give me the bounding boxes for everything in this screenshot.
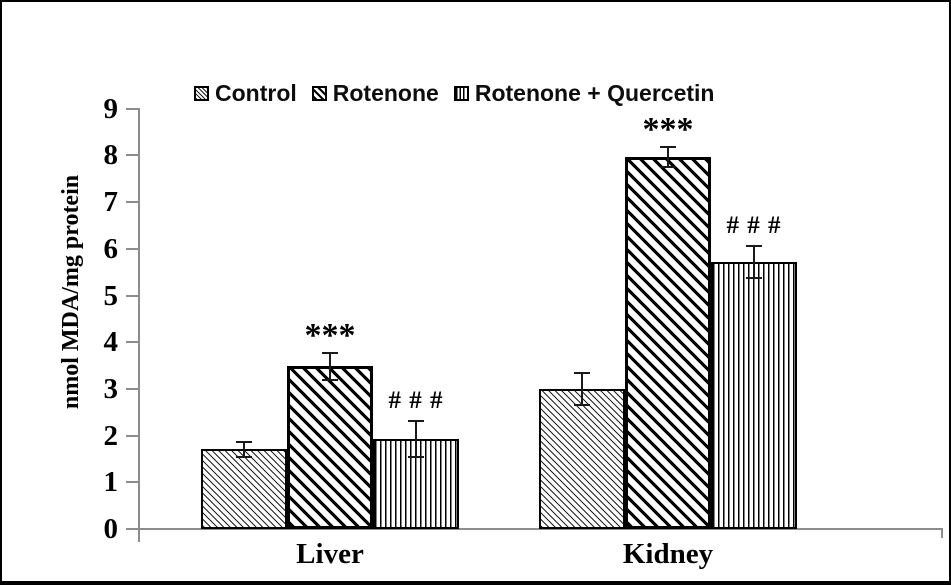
error-bar-cap-top [408,420,424,423]
error-bar-line [581,372,583,406]
y-axis-tick [126,107,138,110]
y-axis-tick [126,434,138,437]
error-bar-cap-bottom [574,404,590,407]
bar-kidney-rotenone-quercetin [711,261,797,529]
y-tick-label: 1 [103,466,119,499]
significance-stars: *** [304,317,356,355]
error-bar-line [753,245,755,279]
y-axis-tick [126,294,138,297]
legend-swatch-vertical-icon [453,85,469,101]
y-tick-label: 5 [103,279,119,312]
legend-label: Rotenone + Quercetin [474,80,715,106]
y-tick-label: 8 [103,139,119,172]
legend-item-rotenone-quercetin: Rotenone + Quercetin [453,80,715,106]
error-bar-line [243,441,245,457]
y-axis-tick [126,341,138,344]
legend-swatch-diagonal-bold-icon [311,85,327,101]
bar-kidney-control [539,388,625,529]
y-axis-tick [126,154,138,157]
significance-stars: *** [642,110,694,148]
x-category-label: Liver [296,538,364,570]
bar-kidney-rotenone [625,156,711,529]
y-axis-tick [126,481,138,484]
y-tick-label: 2 [103,419,119,452]
error-bar-cap-bottom [322,378,338,381]
y-axis-tick [126,247,138,250]
error-bar-cap-top [660,145,676,148]
error-bar-cap-top [322,352,338,355]
y-axis-tick [126,528,138,530]
y-tick-label: 4 [103,326,119,359]
legend-label: Rotenone [332,80,439,106]
y-tick-label: 9 [103,92,119,125]
bar-liver-control [201,449,287,529]
error-bar-line [329,353,331,380]
error-bar-line [415,421,417,457]
significance-hashes: # # # [726,211,782,239]
y-tick-label: 6 [103,232,119,265]
y-axis-tick [126,387,138,390]
significance-hashes: # # # [388,387,444,415]
y-tick-label: 7 [103,186,119,219]
bar-liver-rotenone [287,366,373,529]
chart-legend: Control Rotenone Rotenone + Quercetin [194,80,714,106]
error-bar-cap-top [746,244,762,247]
y-tick-label: 3 [103,372,119,405]
y-tick-label: 0 [103,513,119,545]
error-bar-cap-top [236,440,252,443]
legend-item-control: Control [194,80,297,106]
y-axis-line [138,108,140,542]
error-bar-cap-bottom [236,455,252,458]
y-axis-tick [126,201,138,204]
x-axis-line [137,528,943,530]
error-bar-line [667,146,669,168]
error-bar-cap-bottom [660,166,676,169]
x-category-label: Kidney [622,538,714,570]
x-axis-end-tick [941,529,943,538]
legend-item-rotenone: Rotenone [311,80,439,106]
error-bar-cap-bottom [408,455,424,458]
legend-swatch-diagonal-fine-icon [194,85,209,101]
legend-label: Control [215,80,297,106]
error-bar-cap-top [574,371,590,374]
error-bar-cap-bottom [746,277,762,280]
